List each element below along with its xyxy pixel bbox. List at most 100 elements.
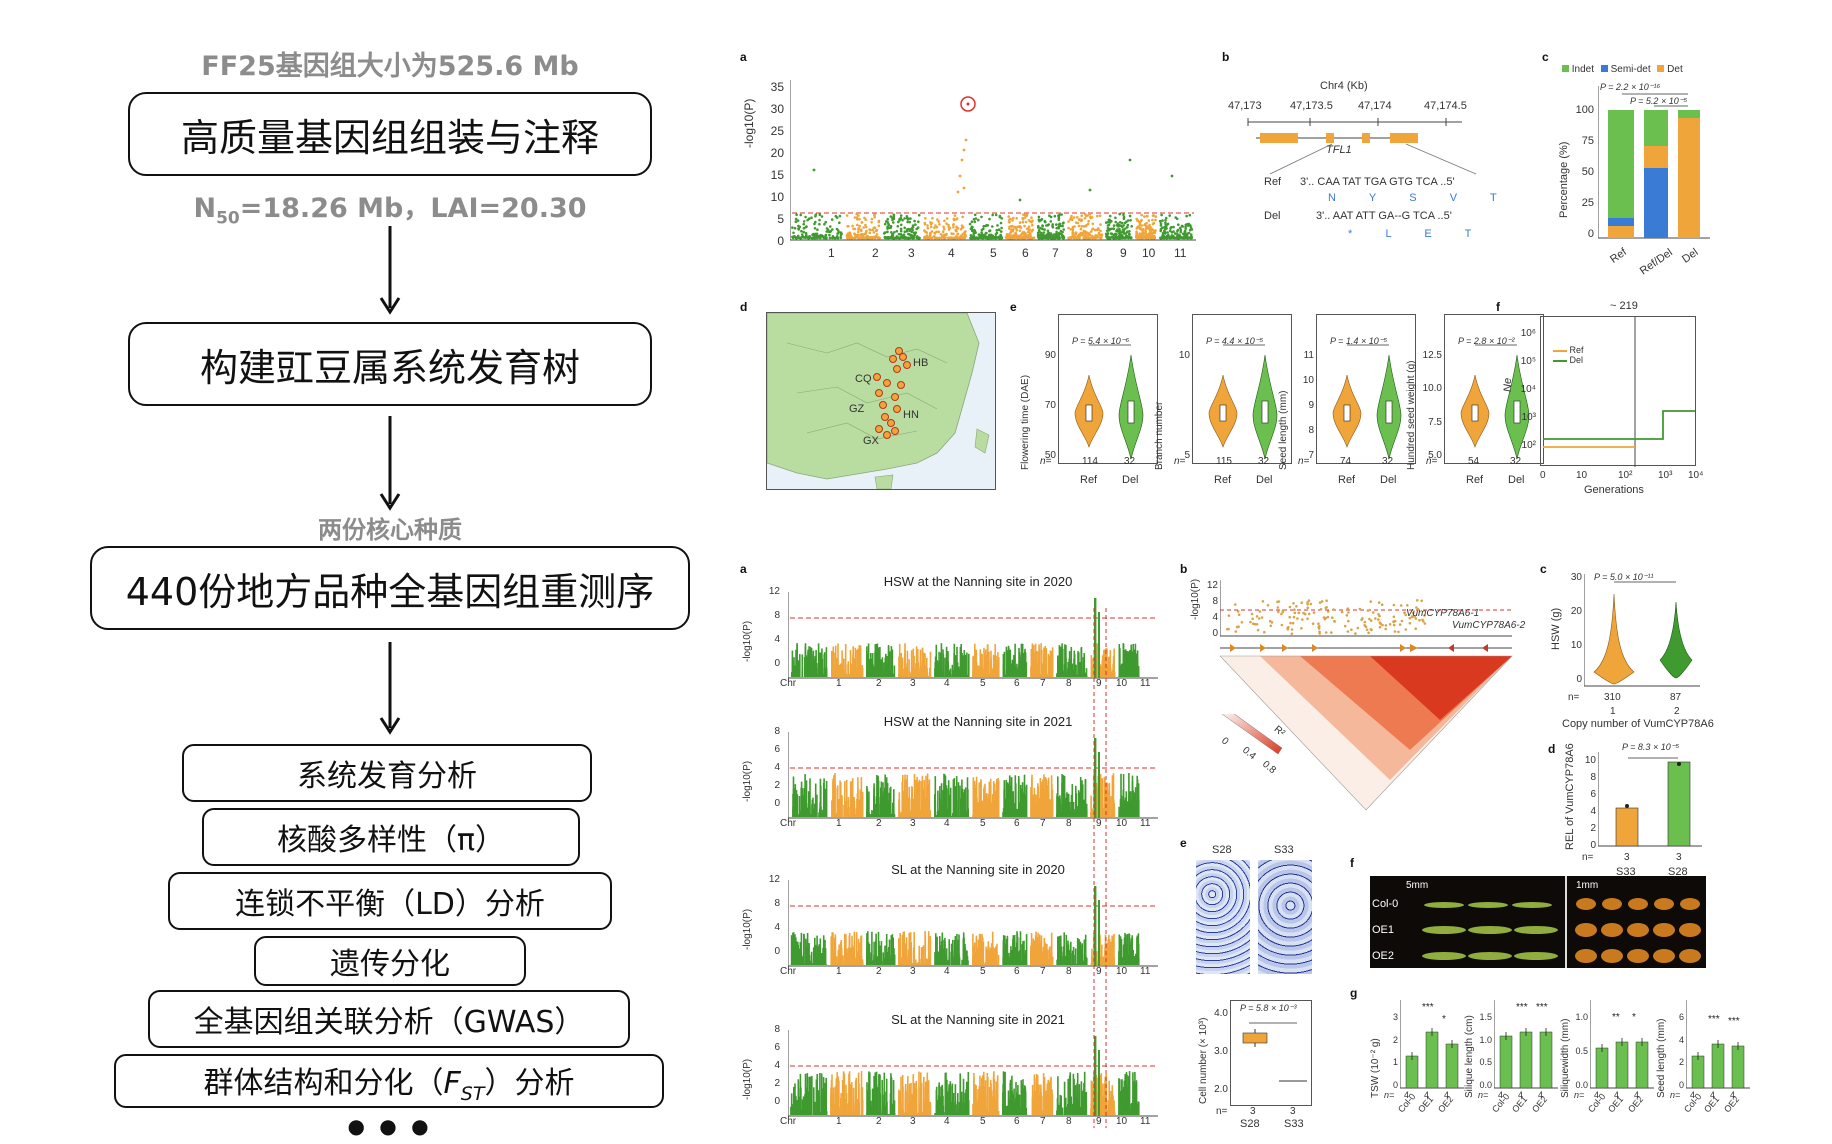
fig2-f-row-col0: Col-0 [1372, 898, 1399, 910]
fig2-a-chr-3-7: 8 [1066, 1116, 1072, 1127]
fig2-b-ytick-12: 12 [1206, 580, 1218, 591]
fig2-d-ytick-8: 8 [1590, 772, 1596, 783]
fig2-c-group-1: 1 [1610, 706, 1616, 717]
fig1-e-violin-svg-2 [1332, 344, 1402, 460]
ellipsis: ● ● ● [347, 1114, 433, 1138]
analysis-nucleotide-diversity-label: 核酸多样性（π） [276, 823, 506, 858]
fig1-f-legend-del-swatch [1553, 359, 1567, 362]
fig1-c-ytick-50: 50 [1581, 166, 1594, 178]
fig1-f-top-label: ~ 219 [1610, 300, 1638, 312]
fig1-e-yticks-1: 5 10 [1168, 330, 1190, 470]
fig2-f-row-oe2: OE2 [1372, 950, 1395, 962]
fig1-b-gene-model [1247, 118, 1477, 175]
arrow-2 [379, 416, 401, 511]
fig2-a-ytick-1-4: 8 [774, 726, 780, 737]
fig2-e-ylabel: Cell number (× 10³) [1198, 1017, 1209, 1104]
fig2-c-violins [1584, 574, 1700, 687]
fig2-g-sig-3-1: *** [1708, 1014, 1720, 1025]
fig2-a-chr-3-4: 5 [980, 1116, 986, 1127]
fig1-a-chr-labels: 1 2 3 4 5 6 7 8 9 10 11 [790, 246, 1200, 262]
fig2-b-ld-colorbar [1222, 714, 1283, 755]
fig2-a-ytick-0-1: 4 [774, 634, 780, 645]
legend-semidet-swatch [1600, 65, 1608, 72]
fig2-f-photo: 5mm 1mm Col-0 OE1 OE2 [1370, 876, 1706, 968]
fig2-g-n-label-1: n= [1478, 1090, 1489, 1100]
fig1-a-chr-3: 3 [908, 246, 915, 260]
analysis-linkage-disequilibrium-label: 连锁不平衡（LD）分析 [235, 887, 545, 922]
fig2-g-n-0-1: 4 [1424, 1090, 1430, 1100]
fig2-a-chr-2-8: 9 [1096, 966, 1102, 977]
fig2-g-ytick-0-2: 2 [1392, 1034, 1398, 1045]
fig1-e-n-label-3: n= [1426, 456, 1438, 467]
analysis-gwas-label: 全基因组关联分析（GWAS） [193, 1005, 585, 1040]
fig2-g-ytick-3-3: 6 [1678, 1012, 1684, 1022]
fig2-panel-e-letter: e [1180, 836, 1187, 850]
fig2-a-ytick-3-0: 0 [774, 1096, 780, 1107]
fig1-e-ytick-3-2: 10.0 [1422, 383, 1442, 395]
fig1-f-xtick-0: 0 [1540, 470, 1546, 481]
fig1-e-frame-1 [1192, 314, 1292, 464]
fig1-c-yticks: 0 25 50 75 100 [1574, 104, 1594, 244]
fig1-f-xtick-4: 10⁴ [1688, 470, 1704, 481]
fig1-c-groups: Ref Ref/Del Del [1598, 246, 1728, 280]
fig2-a-chr-0-8: 9 [1096, 678, 1102, 689]
fig2-a-manhattan-1 [788, 732, 1158, 819]
fig2-f-scale-1mm: 1mm [1576, 880, 1599, 891]
fig1-d-region-hb: HB [913, 357, 929, 369]
fig1-d-map-shape [767, 313, 990, 489]
fst-sub: ST [460, 1082, 485, 1105]
analysis-nucleotide-diversity: 核酸多样性（π） [202, 808, 580, 866]
fig2-a-chr-1-1: 2 [876, 818, 882, 829]
fig1-e-n-del-3: 32 [1510, 456, 1522, 467]
fig1-d-region-hn: HN [903, 409, 919, 421]
fig2-a-chr-3-1: 2 [876, 1116, 882, 1127]
fig1-b-tick-3: 47,174.5 [1424, 100, 1467, 112]
arrow-3 [379, 642, 401, 735]
fig1-c-p2: P = 5.2 × 10⁻⁵ [1630, 96, 1688, 106]
fig1-e-p-1: P = 4.4 × 10⁻⁵ [1206, 336, 1264, 346]
fig2-a-ytick-3-4: 8 [774, 1024, 780, 1035]
fig1-a-ytick-30: 30 [770, 102, 784, 116]
fig1-c-ytick-75: 75 [1581, 135, 1594, 147]
fig2-g-group-2-2: OE2 [1626, 1094, 1646, 1115]
fig1-panel-d-letter: d [740, 300, 748, 314]
fig1-c-ytick-25: 25 [1581, 197, 1594, 209]
fig2-e-image-label-s33: S33 [1274, 844, 1294, 856]
fig1-f-ytick-3: 10³ [1521, 412, 1536, 423]
fig2-panel-c-letter: c [1540, 562, 1547, 576]
fig2-g-bars-3 [1686, 1000, 1750, 1089]
fig2-a-chr-2-6: 7 [1040, 966, 1046, 977]
fig2-a-title-1: HSW at the Nanning site in 2021 [883, 714, 1073, 729]
fig2-a-ytick-2-0: 0 [774, 946, 780, 957]
fig1-c-group-del: Del [1680, 246, 1701, 266]
fig1-e-ytick-2-2: 9 [1308, 400, 1314, 411]
fig1-panel-f-letter: f [1496, 300, 1500, 314]
fig2-d-ylabel: REL of VumCYP78A6 [1564, 743, 1576, 850]
core-germplasm-caption: 两份核心种质 [318, 516, 462, 544]
fig2-g-yticks-2: 0.0 0.5 1.0 [1570, 1000, 1588, 1096]
fig2-c-p: P = 5.0 × 10⁻¹¹ [1594, 572, 1654, 582]
fig2-g-ytick-2-0: 0.0 [1575, 1080, 1588, 1090]
analysis-genetic-differentiation: 遗传分化 [254, 936, 526, 986]
fig2-g-n-2-0: 4 [1594, 1090, 1600, 1100]
fig1-a-chr-4: 4 [948, 246, 955, 260]
fig2-g-ytick-3-0: 0 [1678, 1080, 1684, 1090]
fig2-g-sig-3-2: *** [1728, 1016, 1740, 1027]
fig1-e-violin-svg-3 [1460, 344, 1530, 460]
fig1-d-region-gz: GZ [849, 403, 865, 415]
fig2-a-chr-2-0: 1 [836, 966, 842, 977]
fig2-d-group-s33: S33 [1616, 866, 1636, 878]
fig2-panel-a-letter: a [740, 562, 747, 576]
fig2-b-scale: 0 0.4 0.8 R² [1219, 724, 1312, 776]
fig1-e-ytick-1-0: 5 [1184, 450, 1190, 461]
fig2-e-n: n= 3 3 S28 S33 [1216, 1106, 1326, 1134]
fig2-a-chr-1-7: 8 [1066, 818, 1072, 829]
analysis-phylogenetic-label: 系统发育分析 [297, 759, 477, 794]
fig1-f-xticks: 0 10 10² 10³ 10⁴ [1540, 470, 1710, 484]
fig2-a-chr-2-2: 3 [910, 966, 916, 977]
fig1-f-xtick-2: 10² [1618, 470, 1633, 481]
analysis-genetic-differentiation-label: 遗传分化 [330, 947, 450, 982]
fig2-a-ytick-3-3: 6 [774, 1042, 780, 1053]
fig2-g-n-0-0: 4 [1404, 1090, 1410, 1100]
fig1-c-group-refdel: Ref/Del [1637, 246, 1675, 278]
